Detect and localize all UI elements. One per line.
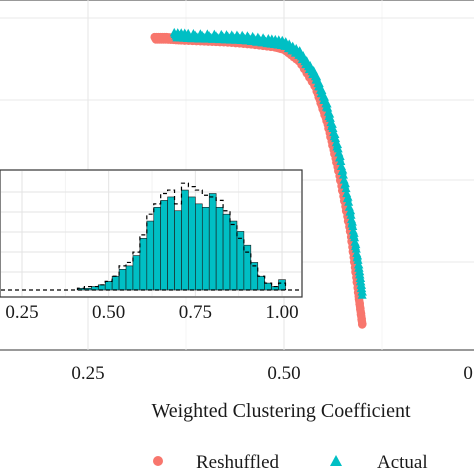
actual-point	[338, 170, 348, 179]
actual-point	[346, 205, 356, 215]
inset-bar-actual	[264, 282, 272, 291]
inset-bar-actual	[118, 269, 127, 291]
inset-bar-actual	[222, 213, 231, 291]
actual-point	[350, 232, 360, 242]
actual-point	[331, 133, 341, 143]
inset-bar-actual	[111, 275, 120, 291]
actual-point	[330, 129, 340, 139]
main-x-tick-label: 0.75	[463, 363, 474, 384]
actual-point	[341, 183, 351, 193]
inset-x-tick-label: 0.75	[179, 302, 212, 323]
actual-point	[353, 250, 363, 260]
main-x-tick-label: 0.25	[71, 363, 104, 384]
actual-point	[351, 244, 361, 253]
inset-bar-actual	[160, 200, 168, 291]
inset-bar-actual	[236, 231, 245, 291]
actual-point	[353, 255, 363, 264]
main-x-axis-label: Weighted Clustering Coefficient	[151, 400, 411, 422]
actual-point	[325, 113, 335, 122]
legend-actual-label: Actual	[377, 452, 428, 473]
actual-point	[340, 178, 350, 188]
actual-point	[343, 192, 353, 201]
inset-bar-actual	[174, 210, 182, 291]
main-x-tick-label: 0.50	[267, 363, 300, 384]
inset-x-axis: 0.25 0.50 0.75 1.00	[5, 302, 298, 323]
actual-point	[333, 143, 343, 153]
actual-point	[351, 239, 361, 249]
main-x-axis: 0.25 0.50 0.75	[71, 363, 474, 384]
inset-bar-actual	[278, 279, 286, 291]
inset-bar-actual	[132, 255, 141, 291]
inset-bar-actual	[97, 284, 106, 291]
actual-point	[338, 165, 348, 174]
actual-point	[348, 221, 358, 230]
legend-reshuffled-marker	[153, 456, 163, 466]
inset-bar-actual	[104, 281, 113, 291]
inset-x-tick-label: 1.00	[265, 302, 298, 323]
inset-bar-actual	[181, 189, 189, 291]
inset-bar-actual	[257, 275, 265, 291]
inset-bar-actual	[195, 203, 203, 291]
actual-point	[323, 103, 333, 112]
inset-bar-actual	[139, 238, 148, 291]
inset-plot	[0, 169, 303, 298]
actual-point	[322, 99, 332, 108]
actual-point	[325, 109, 335, 118]
inset-bar-actual	[125, 265, 134, 291]
inset-bar-actual	[188, 196, 196, 291]
actual-point	[333, 139, 343, 149]
inset-bar-actual	[250, 262, 259, 291]
inset-x-tick-label: 0.50	[92, 302, 125, 323]
legend: Reshuffled Actual	[153, 452, 428, 473]
inset-bar-actual	[153, 206, 161, 291]
inset-bar-actual	[146, 220, 155, 291]
legend-actual-marker	[330, 455, 342, 466]
main-series	[150, 27, 367, 329]
inset-bar-actual	[201, 206, 210, 291]
actual-point	[328, 123, 338, 132]
inset-bar-reshuffled-outline	[76, 182, 287, 290]
actual-point	[327, 119, 337, 128]
inset-histogram	[1, 182, 301, 291]
actual-point	[349, 228, 359, 237]
actual-point	[336, 156, 346, 166]
actual-point	[335, 151, 345, 161]
legend-reshuffled-label: Reshuffled	[196, 452, 280, 473]
actual-point	[344, 197, 354, 206]
inset-bar-actual	[208, 193, 217, 291]
inset-bar-actual	[215, 206, 224, 291]
inset-bar-actual	[167, 196, 175, 291]
reshuffled-point	[358, 319, 367, 328]
actual-point	[346, 210, 356, 219]
inset-x-tick-label: 0.25	[5, 302, 38, 323]
actual-point	[357, 287, 367, 296]
actual-point	[347, 217, 357, 226]
inset-bar-actual	[229, 220, 238, 291]
